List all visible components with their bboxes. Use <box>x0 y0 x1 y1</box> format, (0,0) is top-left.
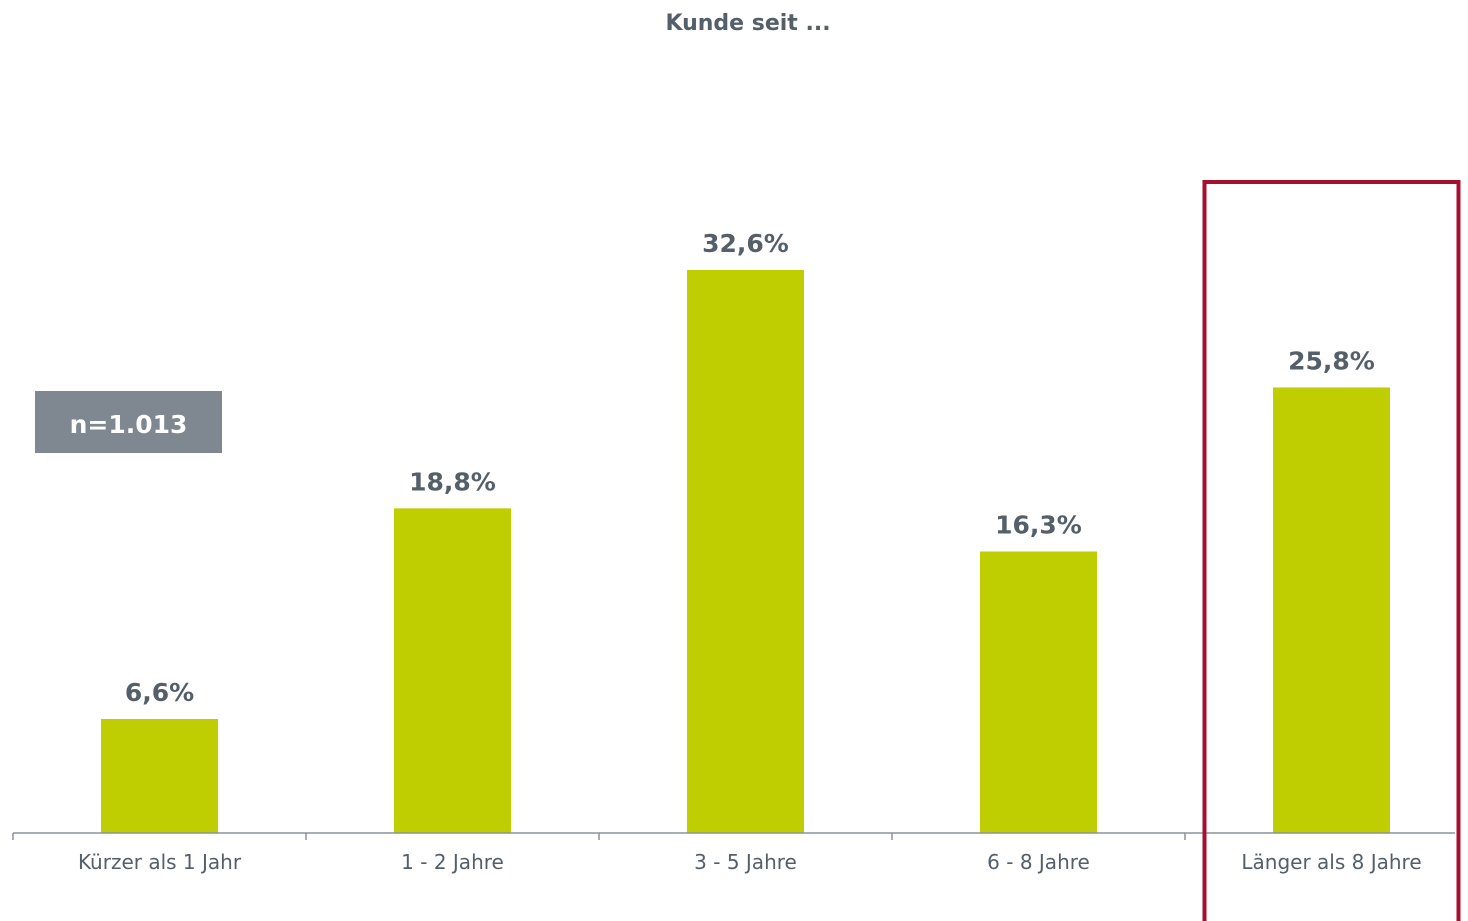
chart-title: Kunde seit ... <box>665 11 830 36</box>
bar-5 <box>1273 387 1390 833</box>
bar-4 <box>980 551 1097 833</box>
tick-label-1: Kürzer als 1 Jahr <box>78 850 242 874</box>
x-axis <box>12 832 1455 840</box>
sample-size-badge-text: n=1.013 <box>70 410 188 439</box>
value-label-4: 16,3% <box>995 511 1082 540</box>
sample-size-badge: n=1.013 <box>35 391 222 453</box>
bar-3 <box>687 270 804 833</box>
bar-2 <box>394 508 511 833</box>
highlight-box <box>1202 180 1461 921</box>
tick-label-5: Länger als 8 Jahre <box>1241 850 1421 874</box>
value-label-3: 32,6% <box>702 229 789 258</box>
bar-1 <box>101 719 218 833</box>
tick-label-2: 1 - 2 Jahre <box>401 850 504 874</box>
tick-label-4: 6 - 8 Jahre <box>987 850 1090 874</box>
value-label-2: 18,8% <box>409 467 496 496</box>
tick-label-3: 3 - 5 Jahre <box>694 850 797 874</box>
bar-series <box>101 270 1390 833</box>
sample-size-badge-background <box>35 391 222 453</box>
value-label-5: 25,8% <box>1288 346 1375 375</box>
value-labels: 6,6% 18,8% 32,6% 16,3% 25,8% <box>125 229 1375 707</box>
x-tick-labels: Kürzer als 1 Jahr 1 - 2 Jahre 3 - 5 Jahre 6… <box>78 850 1422 874</box>
value-label-1: 6,6% <box>125 678 194 707</box>
